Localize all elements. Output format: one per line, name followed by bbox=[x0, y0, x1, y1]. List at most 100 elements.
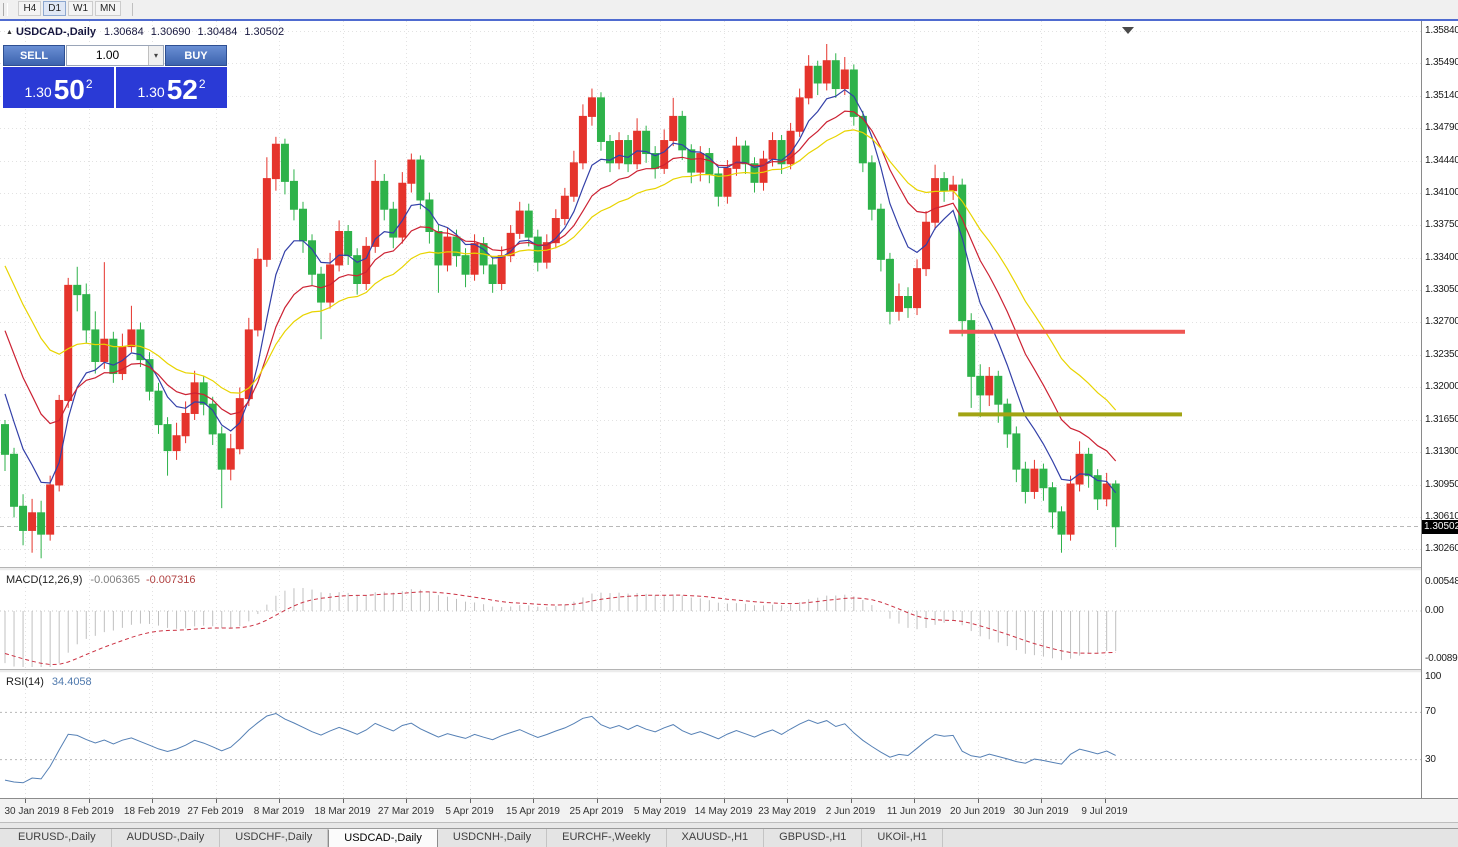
timeframe-button-w1[interactable]: W1 bbox=[68, 1, 94, 16]
date-label: 18 Mar 2019 bbox=[314, 806, 371, 817]
timeframe-button-d1[interactable]: D1 bbox=[43, 1, 67, 16]
time-axis-tick bbox=[723, 799, 725, 803]
timeframe-button-group: H4 D1 W1 MN bbox=[17, 0, 121, 17]
macd-signal-line bbox=[4, 591, 1116, 666]
volume-spinner-icon[interactable]: ▾ bbox=[148, 46, 163, 65]
panel-splitter[interactable] bbox=[0, 669, 1458, 673]
rsi-panel[interactable] bbox=[0, 673, 1421, 798]
rsi-line bbox=[4, 712, 1116, 784]
time-axis-tick bbox=[279, 799, 280, 803]
macd-label: MACD(12,26,9) -0.006365 -0.007316 bbox=[6, 574, 196, 586]
date-label: 9 Jul 2019 bbox=[1081, 806, 1128, 817]
price-scale-label: 1.34100 bbox=[1425, 186, 1458, 198]
buy-button[interactable]: BUY bbox=[165, 45, 227, 66]
toolbar-grip[interactable] bbox=[3, 3, 8, 16]
price-scale-label: 1.32350 bbox=[1425, 348, 1458, 360]
candles-layer bbox=[1, 43, 1120, 559]
time-axis-tick bbox=[342, 799, 344, 803]
title-marker-icon: ▲ bbox=[6, 29, 13, 36]
date-label: 2 Jun 2019 bbox=[825, 806, 876, 817]
date-label: 20 Jun 2019 bbox=[949, 806, 1006, 817]
time-axis-tick bbox=[215, 799, 217, 803]
scroll-marker-icon bbox=[1122, 27, 1134, 34]
quote-low: 1.30484 bbox=[197, 26, 238, 38]
tab-usdchf-daily[interactable]: USDCHF-,Daily bbox=[220, 829, 329, 847]
date-label: 8 Mar 2019 bbox=[253, 806, 305, 817]
quote-close: 1.30502 bbox=[244, 26, 285, 38]
tab-eurchf-weekly[interactable]: EURCHF-,Weekly bbox=[547, 829, 667, 847]
sell-price-base: 1.30 bbox=[24, 84, 52, 100]
ma-line-medium bbox=[4, 110, 1117, 462]
date-label: 15 Apr 2019 bbox=[506, 806, 560, 817]
tab-usdcad-daily[interactable]: USDCAD-,Daily bbox=[328, 829, 438, 847]
time-axis-tick bbox=[25, 799, 26, 803]
price-scale-label: 1.34440 bbox=[1425, 154, 1458, 166]
rsi-scale-label: 100 bbox=[1425, 671, 1442, 682]
horizontal-scrollbar[interactable] bbox=[0, 822, 1458, 828]
resistance-line[interactable] bbox=[949, 329, 1185, 334]
date-label: 27 Mar 2019 bbox=[377, 806, 435, 817]
date-label: 8 Feb 2019 bbox=[63, 806, 114, 817]
rsi-label: RSI(14) 34.4058 bbox=[6, 676, 92, 688]
time-axis-tick bbox=[977, 799, 979, 803]
volume-input[interactable]: 1.00 ▾ bbox=[66, 45, 164, 66]
macd-panel[interactable] bbox=[0, 571, 1421, 669]
price-scale-label: 1.31300 bbox=[1425, 446, 1458, 458]
tab-gbpusd-h1[interactable]: GBPUSD-,H1 bbox=[764, 829, 863, 847]
time-axis-tick bbox=[787, 799, 788, 803]
price-scale-label: 1.32000 bbox=[1425, 381, 1458, 393]
time-axis-tick bbox=[469, 799, 471, 803]
current-price-tag: 1.30502 bbox=[1422, 519, 1458, 534]
price-scale-label: 1.34790 bbox=[1425, 122, 1458, 134]
chart-title: ▲ USDCAD-,Daily 1.30684 1.30690 1.30484 1.305… bbox=[6, 26, 291, 38]
tab-audusd-daily[interactable]: AUDUSD-,Daily bbox=[112, 829, 221, 847]
price-scale-label: 1.33750 bbox=[1425, 219, 1458, 231]
sell-button[interactable]: SELL bbox=[3, 45, 65, 66]
macd-scale-label: 0.00 bbox=[1425, 605, 1444, 616]
buy-price-sup: 2 bbox=[198, 77, 206, 91]
macd-name: MACD(12,26,9) bbox=[6, 574, 83, 586]
date-label: 5 May 2019 bbox=[633, 806, 687, 817]
time-axis-tick bbox=[88, 799, 90, 803]
grid-layer bbox=[25, 571, 1106, 669]
main-price-chart[interactable] bbox=[0, 21, 1421, 567]
timeframe-button-mn[interactable]: MN bbox=[95, 1, 121, 16]
rsi-scale-label: 70 bbox=[1425, 706, 1436, 718]
time-axis-tick bbox=[406, 799, 407, 803]
time-axis[interactable]: 30 Jan 2019 8 Feb 2019 18 Feb 2019 27 Feb 2… bbox=[0, 798, 1458, 822]
rsi-name: RSI(14) bbox=[6, 676, 44, 688]
buy-price-big: 52 bbox=[166, 74, 198, 105]
time-axis-tick bbox=[1104, 799, 1106, 803]
tab-xauusd-h1[interactable]: XAUUSD-,H1 bbox=[667, 829, 765, 847]
macd-value-main: -0.006365 bbox=[90, 574, 140, 586]
tab-eurusd-daily[interactable]: EURUSD-,Daily bbox=[3, 829, 112, 847]
sell-price-big: 50 bbox=[53, 74, 85, 105]
timeframe-button-h4[interactable]: H4 bbox=[18, 1, 42, 16]
date-label: 11 Jun 2019 bbox=[886, 806, 942, 817]
macd-scale-label: -0.00897 bbox=[1425, 652, 1458, 664]
price-scale-label: 1.33050 bbox=[1425, 284, 1458, 295]
price-scale-label: 1.32700 bbox=[1425, 316, 1458, 328]
symbol-name: USDCAD-,Daily bbox=[15, 26, 97, 38]
toolbar-separator bbox=[132, 3, 134, 16]
one-click-trading-panel: SELL 1.00 ▾ BUY 1.30 50 2 1.30 52 2 bbox=[3, 45, 227, 108]
buy-price-base: 1.30 bbox=[137, 84, 165, 100]
price-scale[interactable]: 1.30502 1.35840 1.35490 1.35140 1.34790 1.34… bbox=[1421, 21, 1458, 798]
support-line[interactable] bbox=[958, 412, 1182, 417]
sell-price-display[interactable]: 1.30 50 2 bbox=[3, 67, 114, 108]
date-label: 27 Feb 2019 bbox=[187, 806, 244, 817]
time-axis-tick bbox=[533, 799, 534, 803]
window-accent-line bbox=[0, 19, 1458, 21]
date-label: 5 Apr 2019 bbox=[445, 806, 494, 817]
panel-splitter[interactable] bbox=[0, 567, 1458, 571]
price-scale-label: 1.35140 bbox=[1425, 89, 1458, 101]
quote-open: 1.30684 bbox=[104, 26, 144, 38]
buy-price-display[interactable]: 1.30 52 2 bbox=[116, 67, 227, 108]
date-label: 23 May 2019 bbox=[758, 806, 816, 817]
tab-usdcnh-daily[interactable]: USDCNH-,Daily bbox=[438, 829, 548, 847]
tab-ukoil-h1[interactable]: UKOil-,H1 bbox=[862, 829, 943, 847]
toolbar: H4 D1 W1 MN bbox=[0, 0, 1458, 20]
macd-scale-label: 0.00548 bbox=[1425, 575, 1458, 587]
price-scale-label: 1.31650 bbox=[1425, 413, 1458, 425]
